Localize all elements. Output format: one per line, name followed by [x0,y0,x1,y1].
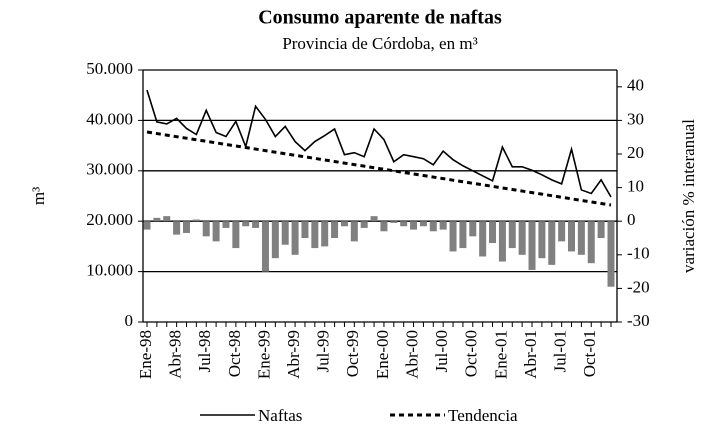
bar [607,221,615,287]
x-tick-label: Oct-00 [462,330,481,377]
bar [261,221,269,272]
line [146,89,612,198]
bar [548,221,556,265]
y-tick-label: 0 [125,311,134,330]
y-tick-label: 30.000 [86,160,133,179]
bar [173,221,181,235]
y2-tick-label: 40 [627,76,644,95]
x-tick-label: Oct-98 [225,330,244,377]
bar [271,221,279,259]
y-tick-label: 20.000 [86,210,133,229]
y-axis-label: m³ [29,187,48,205]
bar [163,216,171,222]
bar [242,221,250,227]
bar [380,221,388,232]
x-tick-label: Jul-98 [195,330,214,373]
bar [459,221,467,249]
bar [321,221,329,247]
y2-tick-label: 0 [627,210,636,229]
bar [479,221,487,257]
x-tick-label: Jul-01 [551,330,570,373]
bar [222,221,230,228]
bar [429,221,437,232]
x-tick-label: Abr-01 [521,330,540,379]
bar [311,221,319,249]
legend-label: Naftas [258,406,302,425]
bar [508,221,516,249]
x-tick-label: Oct-99 [343,330,362,377]
bar [498,221,506,262]
bar [232,221,240,249]
bar [291,221,299,255]
bar [400,221,408,227]
bar [182,221,190,233]
bar [202,221,210,237]
x-tick-label: Jul-99 [314,330,333,373]
bar [340,221,348,227]
x-tick-label: Jul-00 [432,330,451,373]
bar [360,221,368,228]
x-tick-label: Ene-99 [254,330,273,379]
x-tick-label: Ene-00 [373,330,392,379]
bar [558,221,566,242]
y2-tick-label: 10 [627,177,644,196]
trend-line [146,130,612,207]
x-tick-label: Abr-99 [284,330,303,379]
x-tick-label: Abr-98 [166,330,185,379]
y-tick-label: 10.000 [86,261,133,280]
x-tick-label: Oct-01 [580,330,599,377]
bar [568,221,576,252]
bar [192,219,200,222]
bar [577,221,585,255]
y2-axis-label: variación % interanual [679,119,698,273]
bar [597,221,605,238]
bar [331,221,339,238]
y-tick-label: 50.000 [86,59,133,78]
bar [390,221,398,223]
bar [518,221,526,255]
bar [212,221,220,242]
bar [370,216,378,222]
bar [153,217,161,222]
x-tick-label: Ene-98 [136,330,155,379]
y2-tick-label: 30 [627,109,644,128]
bar [489,221,497,244]
bar [350,221,358,242]
y-tick-label: 40.000 [86,109,133,128]
x-tick-label: Abr-00 [402,330,421,379]
bar [528,221,536,270]
bar [301,221,309,238]
bar [469,221,477,237]
chart-title: Consumo aparente de naftas [258,7,502,29]
y2-tick-label: -30 [627,311,650,330]
bar [419,221,427,227]
bar [538,221,546,259]
x-tick-label: Ene-01 [491,330,510,379]
bar [143,221,151,230]
bar [587,221,595,264]
legend-label: Tendencia [448,406,518,425]
y2-tick-label: -10 [627,244,650,263]
y2-tick-label: 20 [627,143,644,162]
chart-subtitle: Provincia de Córdoba, en m³ [282,34,477,53]
bar [439,221,447,230]
bar [252,221,260,228]
bar [410,221,418,230]
bar [281,221,289,245]
bar [449,221,457,252]
y2-tick-label: -20 [627,277,650,296]
